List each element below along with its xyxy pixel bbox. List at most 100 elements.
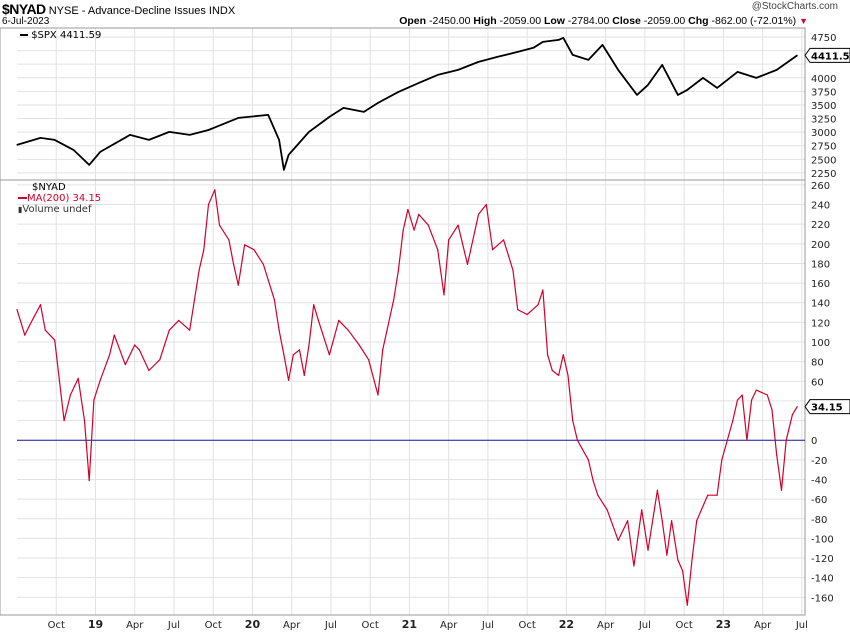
data-point — [54, 139, 56, 141]
y-tick-label: 140 — [811, 299, 830, 310]
data-point — [317, 319, 319, 322]
data-point — [443, 294, 445, 296]
data-point — [606, 509, 608, 511]
data-point — [736, 399, 739, 401]
x-tick-label: Apr — [126, 620, 144, 631]
x-tick-label: 20 — [245, 618, 261, 631]
data-point — [732, 419, 734, 422]
nyad-last-value: 34.15 — [811, 403, 843, 414]
chg-value: -862.00 (-72.01%) — [711, 15, 797, 27]
data-point — [198, 269, 200, 271]
data-point — [661, 64, 663, 66]
data-point — [39, 304, 42, 306]
data-point — [670, 520, 673, 522]
data-point — [262, 263, 265, 266]
data-point — [382, 349, 384, 351]
data-point — [138, 349, 141, 351]
data-point — [287, 379, 290, 381]
x-tick-label: Apr — [754, 620, 772, 631]
data-point — [39, 137, 42, 139]
y-tick-label: 200 — [811, 240, 830, 251]
x-tick-label: Oct — [675, 620, 692, 631]
data-point — [358, 344, 360, 346]
data-point — [159, 359, 161, 361]
data-point — [517, 51, 519, 53]
spx-legend-text: $SPX 4411.59 — [31, 30, 102, 41]
data-point — [677, 559, 679, 561]
y-tick-label: -40 — [811, 475, 827, 486]
data-point — [466, 263, 469, 266]
data-point — [377, 394, 379, 396]
y-tick-label: 2250 — [811, 169, 836, 180]
y-tick-label: 220 — [811, 220, 830, 231]
data-point — [228, 239, 230, 241]
x-tick-label: 19 — [88, 618, 103, 631]
data-point — [99, 151, 101, 153]
y-tick-label: 160 — [811, 279, 830, 290]
data-point — [253, 249, 255, 251]
x-tick-label: Apr — [440, 620, 458, 631]
y-tick-label: -60 — [811, 495, 827, 506]
data-point — [562, 37, 564, 39]
x-tick-label: Jul — [638, 620, 651, 631]
data-point — [751, 399, 753, 401]
data-point — [214, 189, 216, 191]
data-point — [557, 374, 560, 377]
watermark: @StockCharts.com — [751, 1, 838, 12]
y-tick-label: 3750 — [811, 87, 836, 98]
ma-legend: MA(200) 34.15 — [18, 193, 101, 204]
data-point — [641, 509, 643, 511]
x-tick-label: Jul — [481, 620, 494, 631]
data-point — [780, 489, 783, 491]
spx-last-value-box — [804, 47, 850, 63]
data-point — [244, 244, 246, 246]
data-point — [58, 379, 60, 381]
x-tick-label: Oct — [519, 620, 536, 631]
y-tick-label: -20 — [811, 456, 827, 467]
nyad-legend: $NYAD — [32, 182, 66, 193]
data-point — [546, 354, 549, 356]
x-tick-label: 22 — [559, 618, 574, 631]
data-point — [656, 489, 659, 491]
data-point — [776, 69, 778, 71]
y-tick-label: 3500 — [811, 101, 836, 112]
data-point — [776, 454, 778, 456]
data-point — [233, 263, 235, 266]
data-point — [542, 41, 544, 43]
data-point — [572, 419, 574, 422]
data-point — [397, 269, 400, 271]
y-tick-label: 100 — [811, 338, 830, 349]
data-point — [627, 520, 629, 522]
data-point — [342, 107, 345, 109]
symbol: $NYAD — [2, 1, 46, 17]
data-point — [636, 94, 638, 96]
data-point — [791, 414, 794, 416]
data-point — [28, 324, 31, 326]
data-point — [16, 144, 18, 146]
symbol-name: NYSE - Advance-Decline Issues INDX — [48, 5, 236, 17]
data-point — [587, 59, 589, 61]
y-tick-label: 3000 — [811, 128, 836, 139]
y-tick-label: 180 — [811, 259, 830, 270]
data-point — [485, 203, 487, 206]
y-tick-label: 2500 — [811, 155, 836, 166]
data-point — [413, 229, 415, 231]
y-tick-label: -80 — [811, 515, 827, 526]
data-point — [377, 102, 379, 104]
data-point — [207, 129, 210, 131]
data-point — [587, 459, 589, 461]
data-point — [537, 304, 539, 306]
data-point — [696, 520, 698, 522]
data-point — [691, 559, 693, 561]
data-point — [283, 354, 285, 356]
spx-legend: $SPX 4411.59 — [20, 30, 101, 41]
data-point — [292, 354, 294, 356]
data-point — [77, 377, 79, 379]
close-label: Close — [612, 15, 641, 27]
data-point — [766, 394, 768, 396]
data-point — [69, 394, 71, 396]
data-point — [532, 47, 535, 49]
data-point — [681, 570, 684, 572]
data-point — [273, 299, 276, 301]
data-point — [457, 69, 459, 71]
